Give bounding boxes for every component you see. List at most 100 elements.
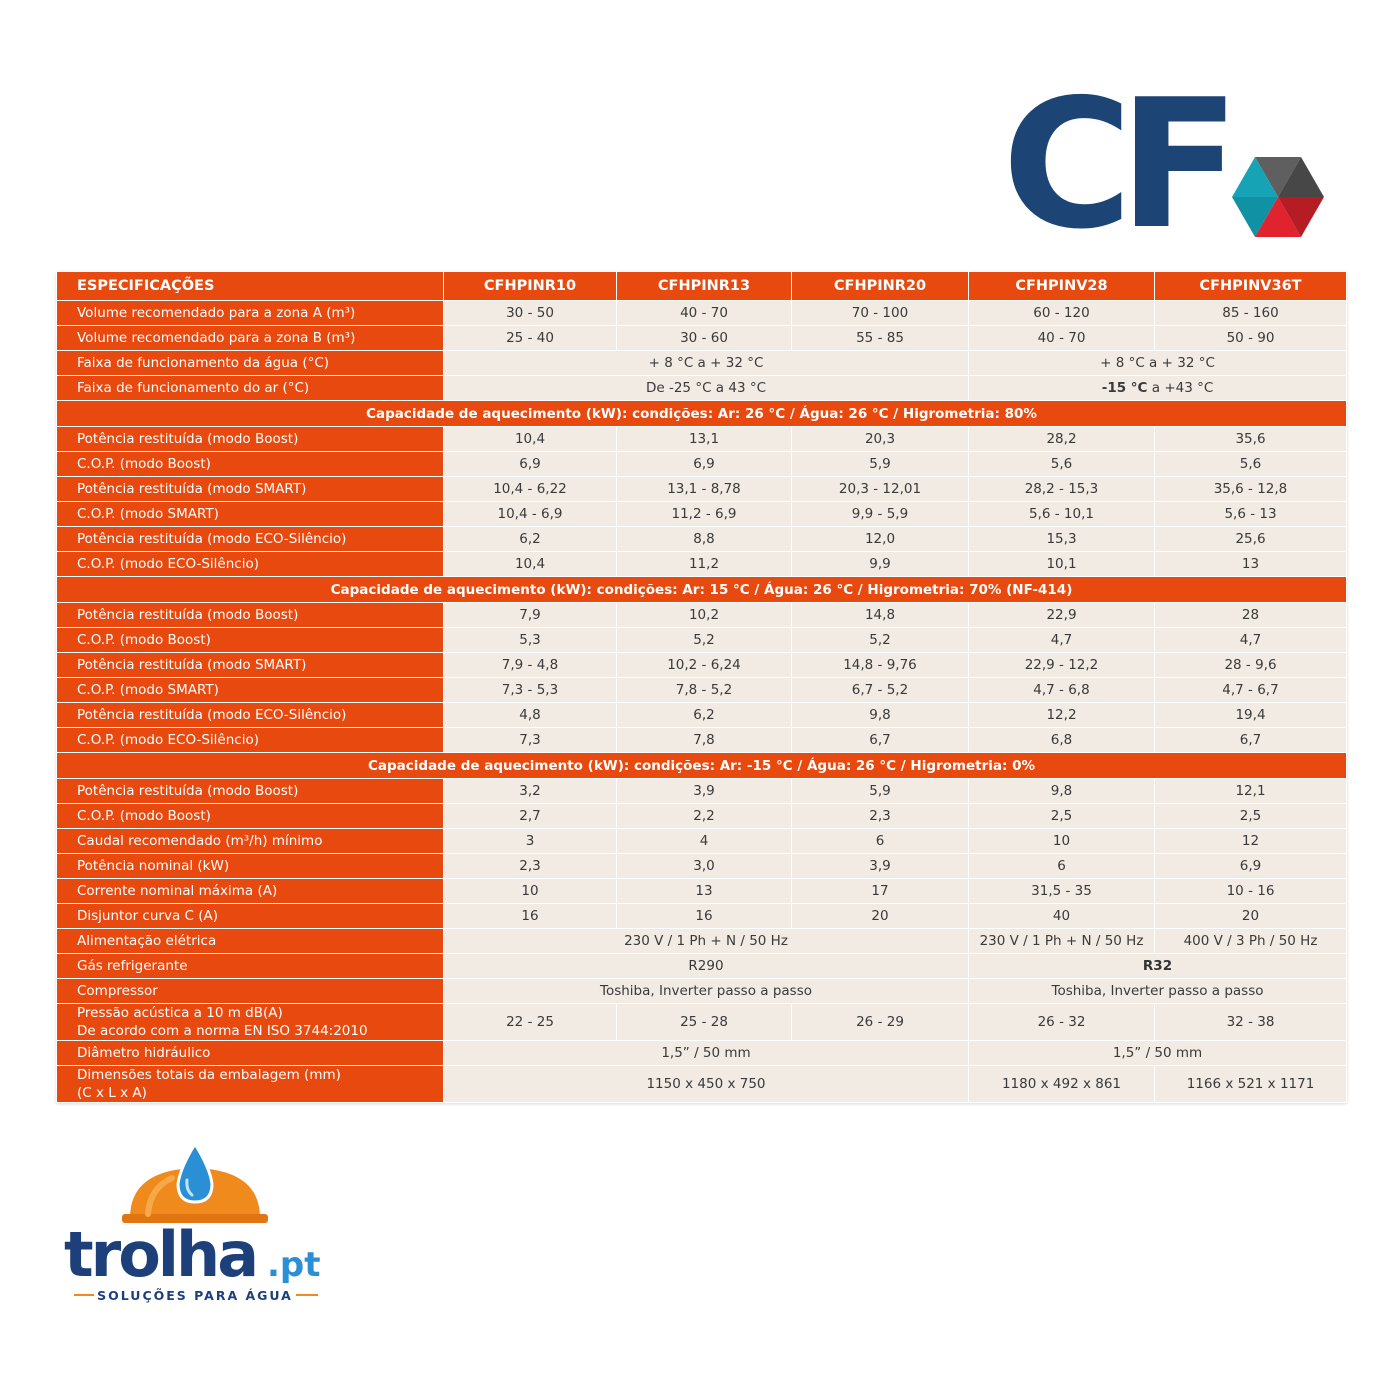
value-cell: 15,3 [968, 526, 1155, 552]
value-emphasis: -15 °C [1101, 380, 1148, 396]
value-cell: 22 - 25 [443, 1003, 617, 1041]
row-label: Potência restituída (modo SMART) [56, 476, 444, 502]
row-label: Diâmetro hidráulico [56, 1040, 444, 1066]
water-drop-helmet-icon [122, 1141, 268, 1223]
table-row: Pressão acústica a 10 m dB(A) De acordo c… [56, 1003, 1347, 1041]
value-cell: 32 - 38 [1154, 1003, 1347, 1041]
value-cell: 5,6 [968, 451, 1155, 477]
value-cell: 25,6 [1154, 526, 1347, 552]
value-cell: 3,9 [791, 853, 969, 879]
value-cell: 400 V / 3 Ph / 50 Hz [1154, 928, 1347, 954]
table-row: Compressor Toshiba, Inverter passo a pass… [56, 978, 1347, 1004]
table-row: Alimentação elétrica 230 V / 1 Ph + N / 5… [56, 928, 1347, 954]
value-cell: 5,2 [616, 627, 792, 653]
value-cell: Toshiba, Inverter passo a passo [443, 978, 969, 1004]
row-label: Alimentação elétrica [56, 928, 444, 954]
value-cell: 28 [1154, 602, 1347, 628]
row-label-text: Faixa de funcionamento da água (°C) [77, 355, 330, 371]
row-label-text: Corrente nominal máxima (A) [77, 883, 278, 899]
value-cell: 30 - 60 [616, 325, 792, 351]
section-header-row: Capacidade de aquecimento (kW): condiçõe… [56, 400, 1347, 427]
trolha-logo-tld: .pt [267, 1245, 321, 1285]
value-cell: 3,0 [616, 853, 792, 879]
row-label-text: Pressão acústica a 10 m dB(A) [77, 1005, 283, 1021]
value-cell: 50 - 90 [1154, 325, 1347, 351]
row-label-text: Diâmetro hidráulico [77, 1045, 211, 1061]
value-cell: 14,8 - 9,76 [791, 652, 969, 678]
row-label-text: Potência nominal (kW) [77, 858, 230, 874]
model-header: CFHPINV28 [968, 271, 1155, 301]
table-header-row: ESPECIFICAÇÕES CFHPINR10 CFHPINR13 CFHPI… [56, 271, 1347, 301]
model-header: CFHPINV36T [1154, 271, 1347, 301]
row-label-text: C.O.P. (modo ECO-Silêncio) [77, 732, 259, 748]
row-label: Potência restituída (modo Boost) [56, 426, 444, 452]
row-label-text: Faixa de funcionamento do ar (°C) [77, 380, 310, 396]
row-label-text: Potência restituída (modo Boost) [77, 783, 299, 799]
value-cell: 1180 x 492 x 861 [968, 1065, 1155, 1103]
value-cell: 5,3 [443, 627, 617, 653]
value-cell: 28,2 [968, 426, 1155, 452]
value-cell: 2,5 [968, 803, 1155, 829]
value-cell: 85 - 160 [1154, 300, 1347, 326]
value-cell: R290 [443, 953, 969, 979]
value-cell: 13,1 [616, 426, 792, 452]
trolha-logo-tagline: SOLUÇÕES PARA ÁGUA [97, 1288, 293, 1303]
row-label: Volume recomendado para a zona B (m³) [56, 325, 444, 351]
value-cell: 1,5” / 50 mm [443, 1040, 969, 1066]
row-label: Disjuntor curva C (A) [56, 903, 444, 929]
value-cell: 10,4 [443, 426, 617, 452]
specifications-body: Volume recomendado para a zona A (m³) 30 … [56, 300, 1347, 1103]
value-cell: 3 [443, 828, 617, 854]
row-label-text: Potência restituída (modo ECO-Silêncio) [77, 531, 347, 547]
value-cell: 26 - 29 [791, 1003, 969, 1041]
row-label-text: Potência restituída (modo Boost) [77, 607, 299, 623]
row-label-text: Potência restituída (modo Boost) [77, 431, 299, 447]
value-cell: 5,6 [1154, 451, 1347, 477]
model-header: CFHPINR20 [791, 271, 969, 301]
value-cell: 7,3 - 5,3 [443, 677, 617, 703]
value-cell: 6 [791, 828, 969, 854]
value-cell: 4 [616, 828, 792, 854]
table-row: C.O.P. (modo SMART) 7,3 - 5,3 7,8 - 5,2 6,7… [56, 677, 1347, 703]
table-row: Corrente nominal máxima (A) 10 13 17 31,5 - … [56, 878, 1347, 904]
value-cell: De -25 °C a 43 °C [443, 375, 969, 401]
value-cell: 10,1 [968, 551, 1155, 577]
table-row: C.O.P. (modo ECO-Silêncio) 10,4 11,2 9,9 10,… [56, 551, 1347, 577]
value-cell: 14,8 [791, 602, 969, 628]
value-cell: 35,6 - 12,8 [1154, 476, 1347, 502]
value-cell: 3,2 [443, 778, 617, 804]
row-label: C.O.P. (modo Boost) [56, 803, 444, 829]
value-cell: 12 [1154, 828, 1347, 854]
value-cell: 4,8 [443, 702, 617, 728]
row-label: Gás refrigerante [56, 953, 444, 979]
value-cell: 22,9 - 12,2 [968, 652, 1155, 678]
value-cell: 4,7 - 6,8 [968, 677, 1155, 703]
row-label: Potência restituída (modo SMART) [56, 652, 444, 678]
value-cell: + 8 °C a + 32 °C [968, 350, 1347, 376]
row-label: C.O.P. (modo SMART) [56, 677, 444, 703]
value-cell: 6,9 [443, 451, 617, 477]
row-label: Potência restituída (modo Boost) [56, 602, 444, 628]
value-cell: 230 V / 1 Ph + N / 50 Hz [443, 928, 969, 954]
value-cell: 13 [1154, 551, 1347, 577]
value-cell: 2,7 [443, 803, 617, 829]
value-cell: 5,6 - 13 [1154, 501, 1347, 527]
value-cell: 7,8 - 5,2 [616, 677, 792, 703]
value-cell: 9,9 - 5,9 [791, 501, 969, 527]
row-label-text: Gás refrigerante [77, 958, 188, 974]
model-header: CFHPINR13 [616, 271, 792, 301]
table-row: Dimensões totais da embalagem (mm) (C x L… [56, 1065, 1347, 1103]
table-row: C.O.P. (modo SMART) 10,4 - 6,9 11,2 - 6,9 9… [56, 501, 1347, 527]
value-cell: 17 [791, 878, 969, 904]
value-cell: 9,9 [791, 551, 969, 577]
value-cell: 6,7 [791, 727, 969, 753]
row-label-text: C.O.P. (modo ECO-Silêncio) [77, 556, 259, 572]
value-cell: 25 - 28 [616, 1003, 792, 1041]
value-cell: 10,4 [443, 551, 617, 577]
specifications-table: ESPECIFICAÇÕES CFHPINR10 CFHPINR13 CFHPI… [56, 271, 1347, 1103]
table-row: C.O.P. (modo ECO-Silêncio) 7,3 7,8 6,7 6,8 6,… [56, 727, 1347, 753]
value-cell: 12,0 [791, 526, 969, 552]
row-label: C.O.P. (modo SMART) [56, 501, 444, 527]
row-label: Caudal recomendado (m³/h) mínimo [56, 828, 444, 854]
value-cell: Toshiba, Inverter passo a passo [968, 978, 1347, 1004]
